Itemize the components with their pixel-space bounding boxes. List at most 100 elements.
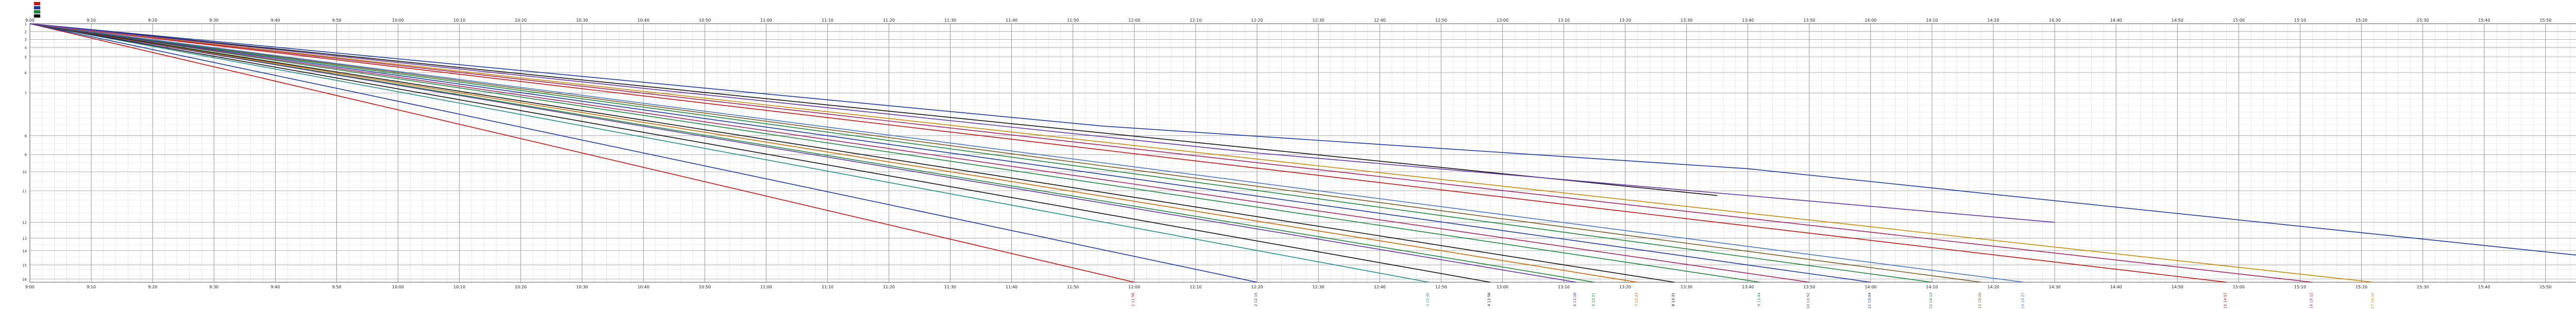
- x-tick-label-bottom: 11:50: [1067, 285, 1079, 289]
- series-line-20: [29, 23, 2055, 223]
- x-tick-label-bottom: 12:30: [1312, 285, 1324, 289]
- x-tick-label-top: 14:30: [2049, 18, 2061, 23]
- series-end-label-3: 3 12:45: [1426, 293, 1430, 306]
- x-tick-label-bottom: 14:30: [2049, 285, 2061, 289]
- x-tick-label-bottom: 13:10: [1558, 285, 1570, 289]
- x-tick-label-bottom: 11:30: [944, 285, 956, 289]
- series-line-13: [29, 23, 1981, 283]
- corner-legend: [33, 2, 41, 18]
- x-tick-label-bottom: 11:00: [760, 285, 772, 289]
- x-tick-label-bottom: 13:40: [1742, 285, 1754, 289]
- x-tick-label-bottom: 13:00: [1497, 285, 1509, 289]
- station-label-left: 5: [25, 55, 27, 59]
- x-tick-label-bottom: 10:20: [515, 285, 527, 289]
- labels-layer: 9:00 9:00 9:10 9:10 9:20 9:20 9:30 9:30 9:40 9:40…: [22, 18, 2551, 308]
- x-tick-label-bottom: 15:30: [2417, 285, 2429, 289]
- series-line-12: [29, 23, 1933, 283]
- series-line-18: [29, 23, 1718, 196]
- x-tick-label-bottom: 10:50: [699, 285, 711, 289]
- x-tick-label-top: 11:00: [760, 18, 772, 23]
- x-tick-label-top: 13:20: [1619, 18, 1631, 23]
- series-line-7: [29, 23, 1638, 283]
- series-end-label-15: 15 14:57: [2224, 293, 2228, 308]
- series-line-14: [29, 23, 2024, 283]
- series-end-label-6: 6 13:09: [1573, 293, 1577, 306]
- x-tick-label-top: 15:20: [2355, 18, 2367, 23]
- series-line-15: [29, 23, 2227, 283]
- x-tick-label-bottom: 13:20: [1619, 285, 1631, 289]
- series-line-10: [29, 23, 1809, 283]
- x-tick-label-top: 11:10: [822, 18, 834, 23]
- x-tick-label-top: 15:50: [2539, 18, 2551, 23]
- x-tick-label-top: 14:00: [1865, 18, 1876, 23]
- x-tick-label-top: 10:50: [699, 18, 711, 23]
- x-tick-label-top: 12:20: [1251, 18, 1263, 23]
- station-label-left: 8: [25, 134, 27, 138]
- x-tick-label-top: 10:30: [576, 18, 588, 23]
- x-tick-label-top: 15:00: [2233, 18, 2245, 23]
- series-line-1: [29, 23, 1134, 283]
- x-tick-label-bottom: 13:30: [1681, 285, 1692, 289]
- x-tick-label-bottom: 14:10: [1926, 285, 1938, 289]
- series-line-3: [29, 23, 1429, 283]
- series-line-11: [29, 23, 1871, 283]
- x-tick-label-bottom: 10:10: [453, 285, 465, 289]
- station-label-left: 2: [25, 30, 27, 34]
- x-tick-label-top: 14:40: [2110, 18, 2122, 23]
- series-line-8: [29, 23, 1674, 283]
- series-line-16: [29, 23, 2313, 283]
- x-tick-label-bottom: 15:40: [2478, 285, 2490, 289]
- x-tick-label-bottom: 15:20: [2355, 285, 2367, 289]
- station-label-left: 3: [25, 38, 27, 42]
- x-tick-label-bottom: 9:10: [87, 285, 96, 289]
- station-label-left: 9: [25, 153, 27, 157]
- x-tick-label-top: 11:40: [1006, 18, 1018, 23]
- x-tick-label-top: 13:30: [1681, 18, 1692, 23]
- x-tick-label-top: 9:30: [209, 18, 218, 23]
- series-line-5: [29, 23, 1595, 283]
- series-end-label-12: 12 14:13: [1929, 293, 1933, 308]
- station-label-left: 11: [22, 189, 27, 193]
- legend-swatch: [33, 14, 41, 18]
- x-tick-label-top: 13:40: [1742, 18, 1754, 23]
- series-line-17: [29, 23, 2374, 283]
- x-tick-label-top: 9:50: [332, 18, 341, 23]
- x-tick-label-top: 10:00: [392, 18, 404, 23]
- series-end-label-14: 14 14:27: [2021, 293, 2025, 308]
- series-line-4: [29, 23, 1490, 283]
- x-tick-label-top: 14:10: [1926, 18, 1938, 23]
- x-tick-label-bottom: 15:00: [2233, 285, 2245, 289]
- station-label-left: 14: [22, 249, 27, 253]
- x-tick-label-top: 15:30: [2417, 18, 2429, 23]
- x-tick-label-bottom: 14:50: [2172, 285, 2183, 289]
- x-tick-label-bottom: 9:30: [209, 285, 218, 289]
- series-end-label-4: 4 12:58: [1487, 293, 1491, 306]
- x-tick-label-top: 9:20: [148, 18, 157, 23]
- station-label-left: 1: [25, 22, 27, 26]
- x-tick-label-top: 14:50: [2172, 18, 2183, 23]
- x-tick-label-bottom: 11:10: [822, 285, 834, 289]
- x-tick-label-top: 11:50: [1067, 18, 1079, 23]
- x-tick-label-top: 13:50: [1803, 18, 1815, 23]
- x-tick-label-top: 9:40: [270, 18, 280, 23]
- x-tick-label-top: 9:10: [87, 18, 96, 23]
- plot-frame: [29, 23, 2576, 283]
- station-label-left: 10: [22, 170, 27, 175]
- x-tick-label-top: 15:40: [2478, 18, 2490, 23]
- station-label-left: 15: [22, 263, 27, 267]
- station-label-left: 12: [22, 221, 27, 225]
- series-layer: [29, 23, 2576, 283]
- x-tick-label-top: 12:50: [1435, 18, 1447, 23]
- x-tick-label-top: 10:10: [453, 18, 465, 23]
- x-tick-label-bottom: 12:00: [1128, 285, 1140, 289]
- station-label-left: 16: [22, 278, 27, 282]
- series-line-6: [29, 23, 1577, 283]
- x-tick-label-bottom: 15:50: [2539, 285, 2551, 289]
- x-tick-label-top: 15:10: [2294, 18, 2306, 23]
- x-tick-label-top: 13:00: [1497, 18, 1509, 23]
- x-tick-label-top: 12:40: [1374, 18, 1386, 23]
- station-label-left: 4: [25, 46, 27, 50]
- station-label-left: 7: [25, 92, 27, 96]
- x-tick-label-top: 14:20: [1988, 18, 1999, 23]
- x-tick-label-top: 10:40: [637, 18, 649, 23]
